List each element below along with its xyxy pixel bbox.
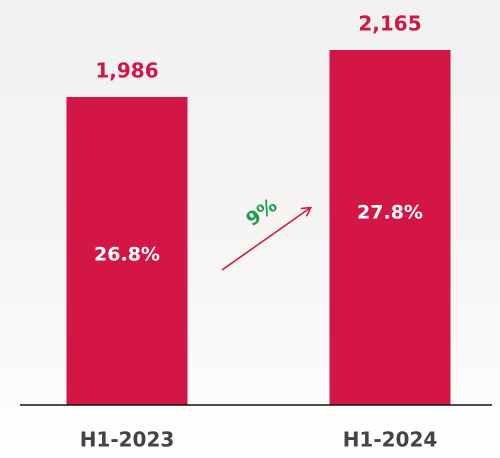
inner-label: 27.8% xyxy=(357,202,423,224)
x-tick-label: H1-2023 xyxy=(80,428,175,452)
inner-label: 26.8% xyxy=(94,244,160,266)
value-label: 2,165 xyxy=(358,12,421,36)
growth-arrow xyxy=(221,208,310,271)
bar xyxy=(66,97,188,406)
value-label: 1,986 xyxy=(95,59,158,83)
x-tick-label: H1-2024 xyxy=(343,428,438,452)
growth-label: 9% xyxy=(242,194,281,231)
bar xyxy=(329,50,451,405)
